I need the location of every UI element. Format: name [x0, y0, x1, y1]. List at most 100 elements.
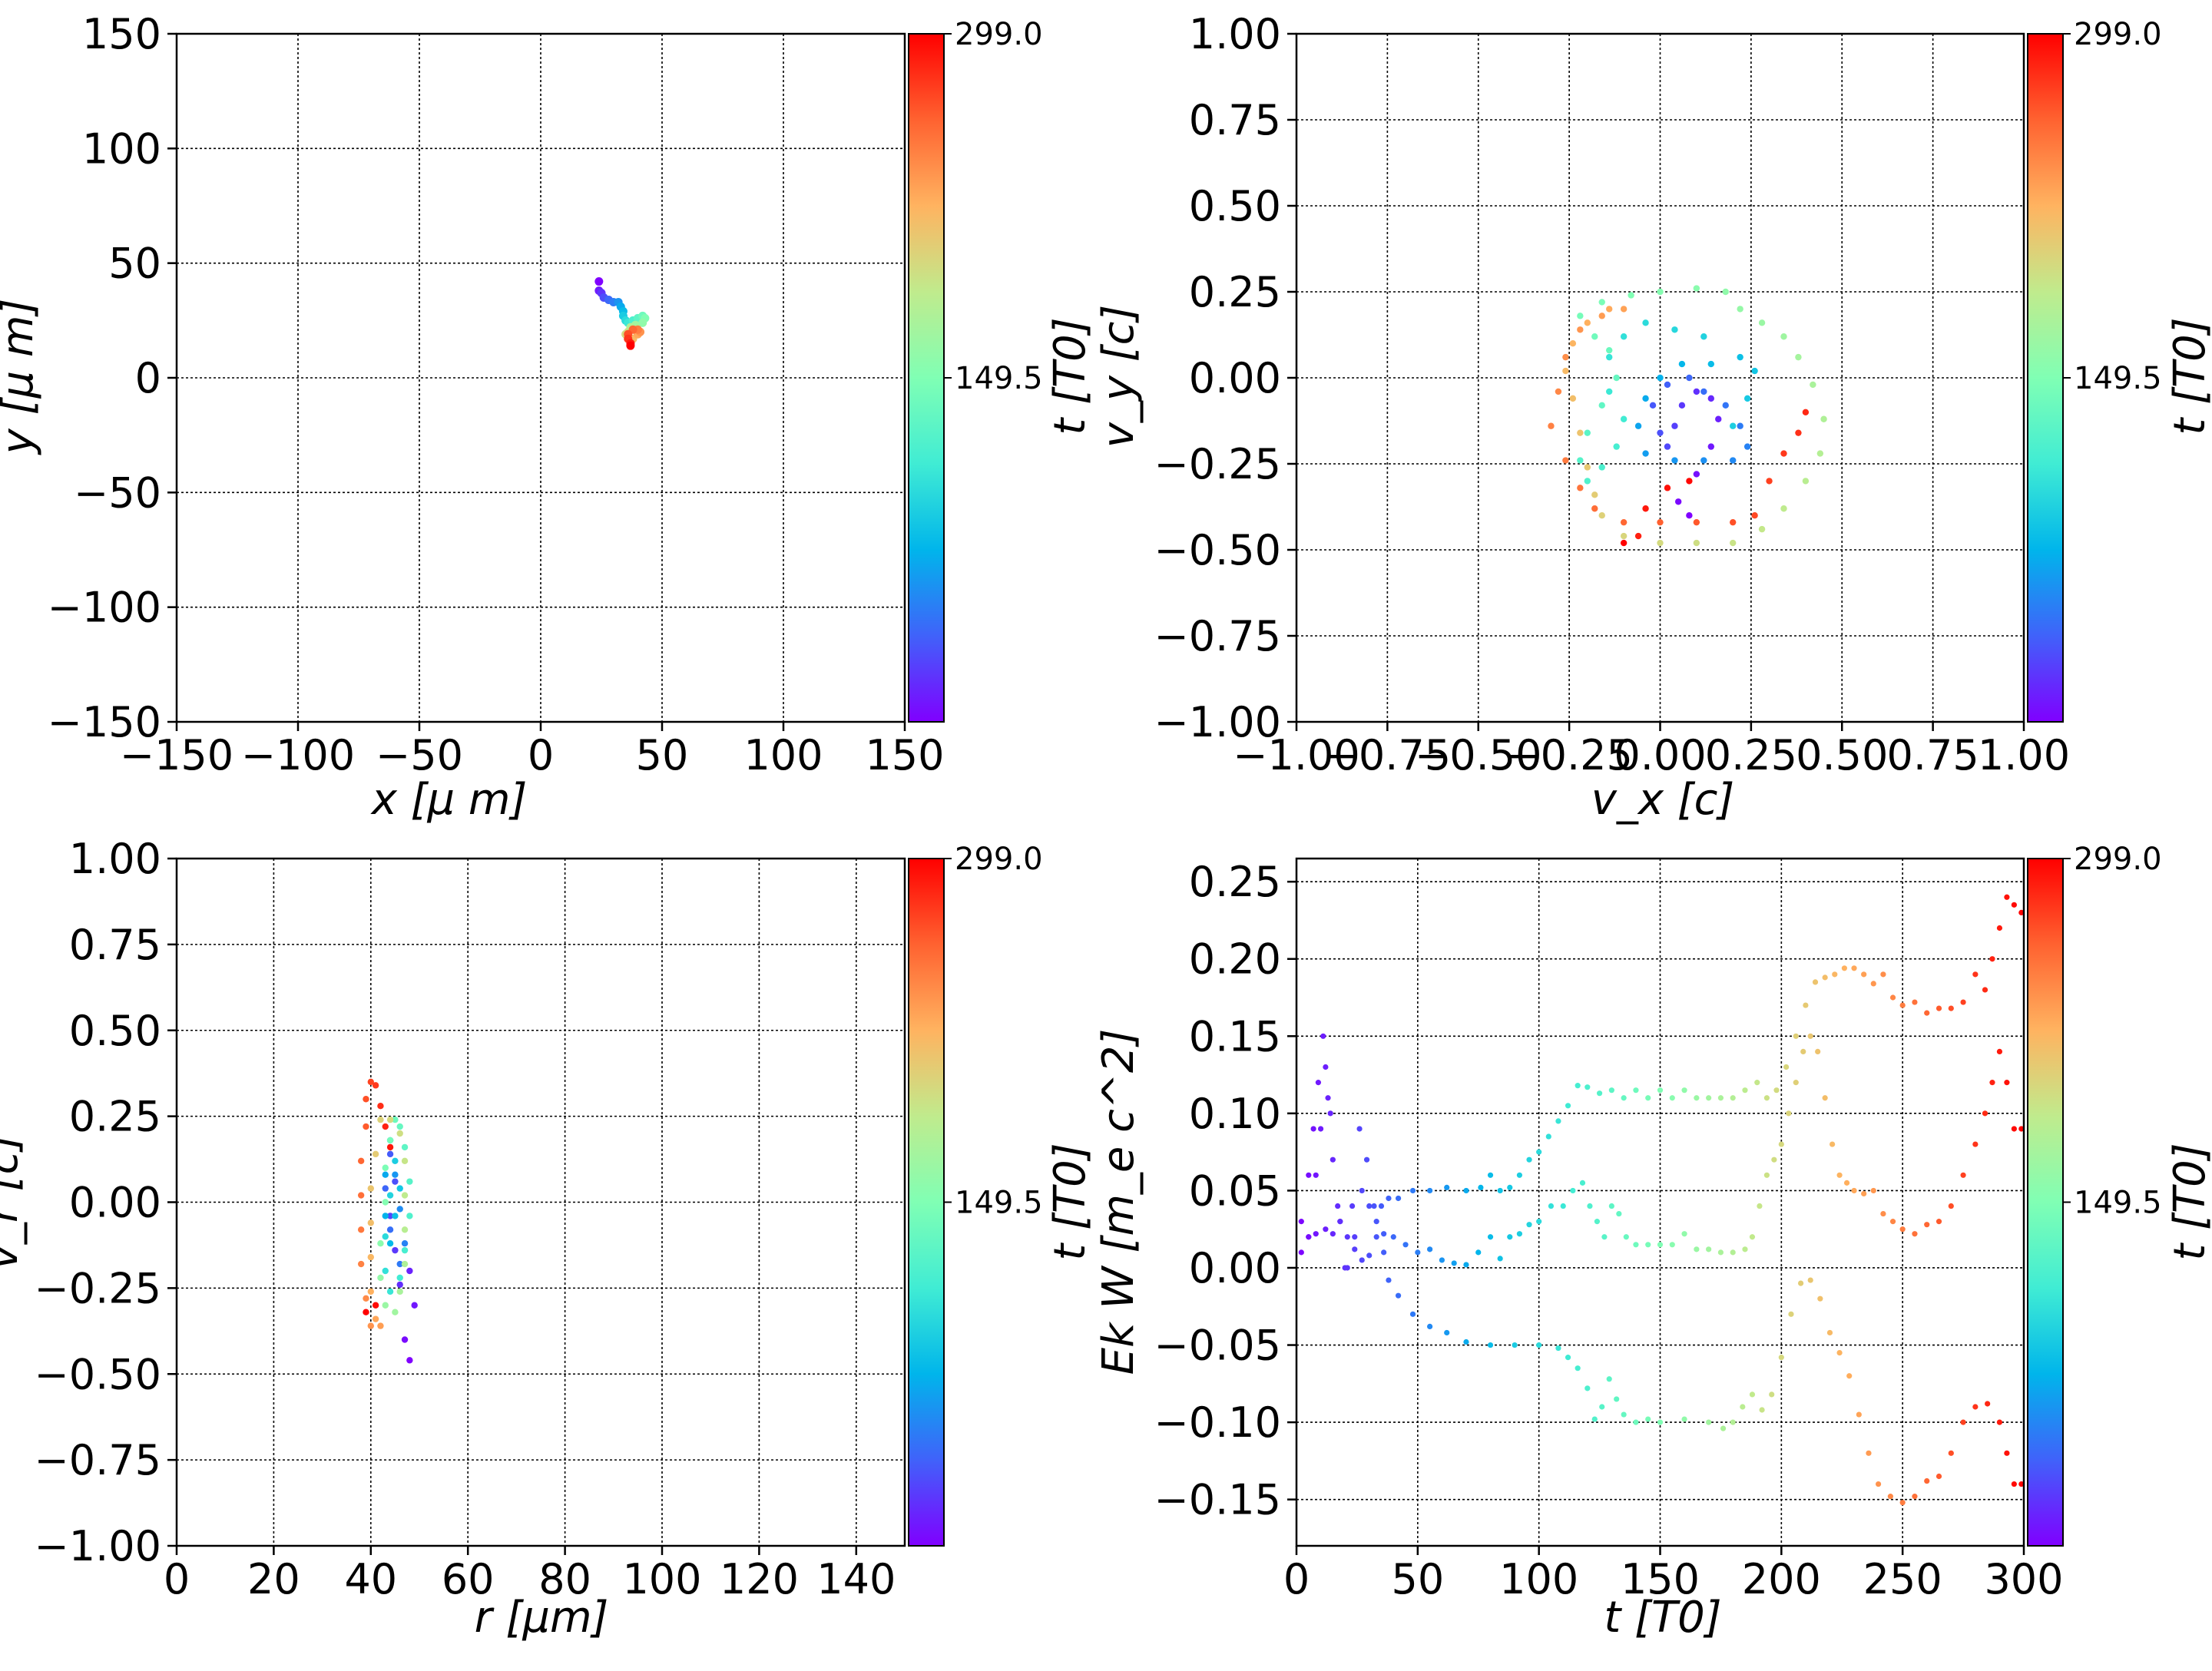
- data-point: [1912, 1494, 1918, 1500]
- data-point: [1758, 319, 1766, 326]
- data-point: [1773, 1087, 1780, 1094]
- data-point: [1352, 1234, 1358, 1240]
- data-point: [1996, 1048, 2003, 1055]
- data-point: [382, 1199, 389, 1206]
- data-point: [1620, 333, 1628, 340]
- y-tick-label: 0.25: [69, 1093, 161, 1141]
- data-point: [1817, 1295, 1823, 1302]
- data-point: [1633, 1242, 1639, 1248]
- data-point: [1598, 464, 1605, 471]
- data-point: [1700, 388, 1707, 395]
- data-point: [1889, 1219, 1896, 1225]
- x-tick-label: 0: [1283, 1555, 1310, 1603]
- data-point: [1812, 979, 1819, 985]
- data-point: [1758, 525, 1766, 533]
- colorbar-xy: 149.5 299.0: [908, 17, 1043, 723]
- data-point: [1320, 1033, 1326, 1039]
- data-point: [1409, 1187, 1416, 1194]
- ylabel-vxvy: v_y [c]: [1094, 305, 1144, 448]
- data-point: [1876, 1481, 1882, 1487]
- data-point: [1720, 1425, 1727, 1431]
- data-point: [382, 1185, 389, 1192]
- data-point: [1642, 450, 1649, 457]
- data-point: [1664, 485, 1671, 491]
- data-point: [1686, 478, 1693, 485]
- data-point: [357, 1226, 365, 1233]
- panel-energy: 0 50 100 150 200 250 300 −0.15 −0.10 −0.05 0.00 0.0…: [1094, 842, 2212, 1643]
- data-point: [1378, 1203, 1385, 1209]
- data-point: [1843, 1180, 1850, 1186]
- data-point: [1936, 1473, 1942, 1480]
- data-point: [1836, 1349, 1843, 1356]
- data-point: [1681, 1087, 1687, 1094]
- data-point: [1395, 1195, 1402, 1202]
- data-point: [1577, 485, 1584, 491]
- data-point: [1599, 1404, 1605, 1410]
- data-point: [367, 1322, 374, 1329]
- data-point: [1948, 1005, 1954, 1011]
- data-point: [1899, 1500, 1906, 1506]
- data-point: [1633, 1087, 1639, 1094]
- data-point: [392, 1213, 399, 1219]
- data-point: [1707, 443, 1714, 450]
- data-point: [1730, 1249, 1736, 1256]
- data-point: [1671, 457, 1678, 464]
- data-point: [1373, 1219, 1379, 1225]
- data-point: [1463, 1262, 1469, 1268]
- data-point: [1793, 1080, 1799, 1086]
- x-tick-label: 200: [1742, 1555, 1821, 1603]
- data-point: [1570, 1187, 1576, 1194]
- data-point: [392, 1157, 399, 1165]
- data-point: [401, 1246, 409, 1254]
- data-point: [377, 1116, 384, 1123]
- data-point: [1851, 965, 1857, 971]
- data-point: [1743, 395, 1751, 402]
- colorbar-gradient: [908, 858, 945, 1547]
- data-point: [1743, 443, 1751, 450]
- x-tick-label: −0.50: [1415, 731, 1541, 779]
- plot-area-rvr: 0 20 40 60 80 100 120 140 −1.00 −0.75 −0.50 −0.25 0.…: [35, 835, 906, 1603]
- data-point: [367, 1253, 374, 1261]
- data-point: [1664, 443, 1671, 450]
- data-point: [1395, 1292, 1402, 1299]
- colorbar-tick-label: 149.5: [2074, 361, 2162, 396]
- data-point: [1985, 1401, 1991, 1407]
- data-point: [382, 1171, 389, 1178]
- plot-area-ek: 0 50 100 150 200 250 300 −0.15 −0.10 −0.05 0.00 0.0…: [1154, 857, 2064, 1603]
- data-point: [1681, 1416, 1687, 1422]
- data-point: [386, 1143, 394, 1151]
- data-point: [1526, 1222, 1532, 1228]
- data-point: [1657, 1087, 1664, 1094]
- y-tick-label: −0.10: [1154, 1398, 1281, 1447]
- data-point: [1327, 1110, 1333, 1117]
- data-point: [1786, 1110, 1792, 1117]
- data-point: [1608, 1087, 1614, 1094]
- data-point: [2018, 1481, 2025, 1487]
- data-point: [1730, 457, 1737, 464]
- data-point: [1982, 987, 1988, 993]
- data-point: [1657, 1419, 1664, 1425]
- data-point: [386, 1192, 394, 1199]
- data-point: [1560, 1203, 1566, 1209]
- y-tick-label: −0.50: [35, 1350, 161, 1398]
- colorbar-gradient: [2027, 858, 2064, 1547]
- y-tick-label: 0.15: [1189, 1012, 1281, 1061]
- data-point: [392, 1246, 399, 1254]
- data-point: [1803, 1002, 1809, 1008]
- data-point: [1678, 360, 1686, 368]
- data-point: [401, 1336, 409, 1343]
- data-point: [1337, 1219, 1343, 1225]
- y-tick-label: −0.15: [1154, 1476, 1281, 1524]
- data-point: [1730, 1095, 1736, 1101]
- data-point: [357, 1157, 365, 1165]
- data-point: [1759, 1407, 1765, 1413]
- data-point: [1548, 422, 1555, 429]
- data-point: [1555, 1345, 1561, 1352]
- data-point: [1620, 415, 1628, 422]
- data-point: [1880, 971, 1886, 978]
- data-point: [1409, 1311, 1416, 1317]
- data-point: [1584, 464, 1591, 471]
- y-tick-label: 50: [108, 240, 161, 288]
- data-point: [1694, 1095, 1700, 1101]
